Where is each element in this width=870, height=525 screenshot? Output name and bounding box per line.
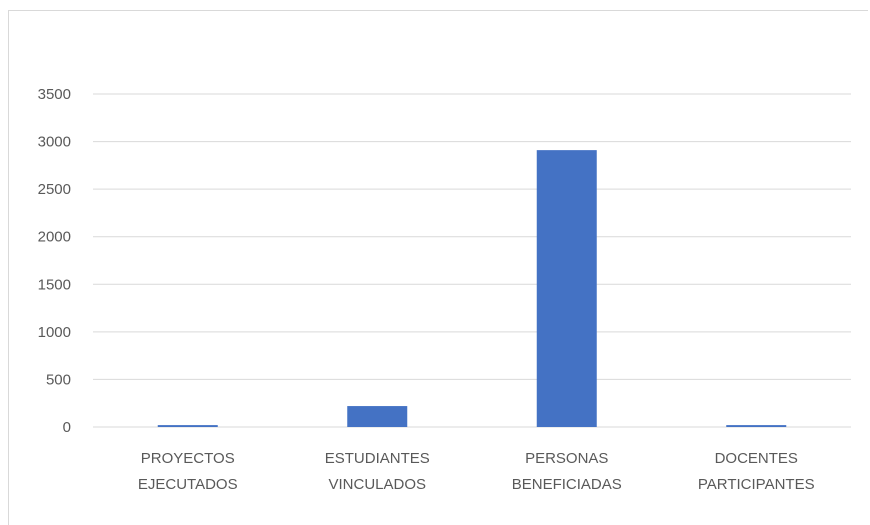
y-tick-label: 1000	[38, 324, 71, 341]
x-category-label: PARTICIPANTES	[698, 476, 815, 493]
y-tick-label: 3500	[38, 86, 71, 103]
x-category-label: BENEFICIADAS	[512, 476, 622, 493]
bar-3	[726, 425, 787, 427]
bars	[157, 150, 787, 428]
x-category-label: ESTUDIANTES	[325, 450, 430, 467]
chart-area	[8, 10, 868, 525]
x-category-label: PROYECTOS	[141, 450, 235, 467]
y-axis-ticks: 0 500 1000 1500 2000 2500 3000 3500	[38, 86, 71, 436]
x-axis-categories: PROYECTOS EJECUTADOS ESTUDIANTES VINCULADOS…	[138, 450, 815, 493]
bar-0	[157, 425, 218, 427]
bar-2	[536, 150, 597, 428]
bar-1	[347, 406, 408, 427]
y-tick-label: 0	[63, 419, 71, 436]
y-tick-label: 500	[46, 371, 71, 388]
y-tick-label: 2000	[38, 229, 71, 246]
y-tick-label: 2500	[38, 181, 71, 198]
gridlines	[93, 93, 851, 380]
x-category-label: EJECUTADOS	[138, 476, 238, 493]
y-tick-label: 3000	[38, 134, 71, 151]
x-category-label: PERSONAS	[525, 450, 608, 467]
y-tick-label: 1500	[38, 276, 71, 293]
x-category-label: VINCULADOS	[328, 476, 426, 493]
x-category-label: DOCENTES	[715, 450, 798, 467]
